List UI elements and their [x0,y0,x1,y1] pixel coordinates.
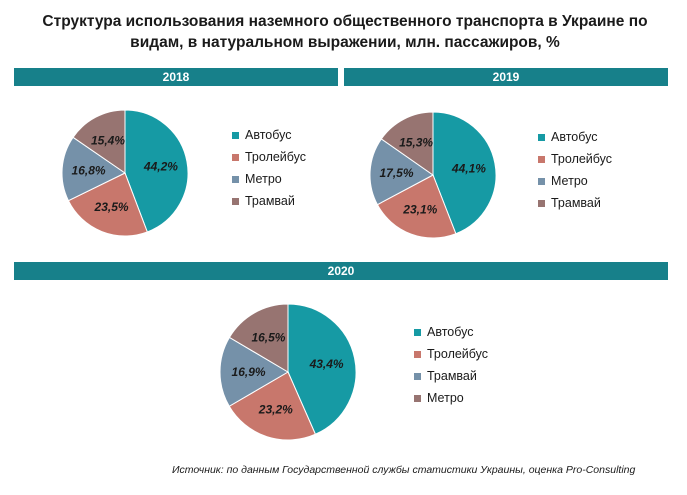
pie-data-label-2019-2: 23,1% [402,202,437,216]
pie-chart-2019: 44,1% 23,1% 17,5% 15,3% [369,111,497,239]
legend-item-2020-4: Метро [414,387,488,409]
legend-label: Тролейбус [427,347,489,361]
legend-item-2018-1: Автобус [232,124,306,146]
year-header-2020: 2020 [14,262,668,280]
legend-label: Метро [427,391,464,405]
pie-chart-2018: 44,2% 23,5% 16,8% 15,4% [61,109,189,237]
legend-label: Автобус [551,130,598,144]
legend-swatch [414,329,421,336]
legend-2020: Автобус Тролейбус Трамвай Метро [414,321,488,409]
legend-item-2019-1: Автобус [538,126,612,148]
pie-data-label-2020-1: 43,4% [309,357,344,371]
legend-label: Метро [551,174,588,188]
year-header-2019: 2019 [344,68,668,86]
pie-chart-2020: 43,4% 23,2% 16,9% 16,5% [219,303,357,441]
legend-swatch [414,373,421,380]
legend-label: Трамвай [427,369,477,383]
legend-label: Тролейбус [245,150,307,164]
pie-data-label-2018-4: 15,4% [91,134,125,148]
chart-title: Структура использования наземного общест… [42,13,648,51]
pie-slice-2020-2 [228,371,317,441]
pie-slice-2018-2 [67,172,148,237]
year-header-2018: 2018 [14,68,338,86]
legend-label: Автобус [245,128,292,142]
legend-swatch [232,198,239,205]
legend-swatch [538,200,545,207]
pie-data-label-2019-1: 44,1% [451,161,486,175]
pie-slice-2019-3 [369,138,434,206]
pie-slice-2020-4 [228,303,289,373]
legend-item-2019-4: Трамвай [538,192,612,214]
legend-swatch [232,132,239,139]
source-note: Источник: по данным Государственной служ… [172,464,636,476]
pie-data-label-2020-3: 16,9% [232,365,266,379]
legend-label: Метро [245,172,282,186]
pie-slice-2018-4 [72,109,126,174]
pie-data-label-2018-1: 44,2% [143,159,178,173]
pie-slice-2019-4 [380,111,434,176]
legend-swatch [538,156,545,163]
pie-slice-2019-2 [376,174,457,239]
pie-data-label-2020-4: 16,5% [251,331,285,345]
pie-slice-2020-1 [287,303,357,435]
pie-slice-2019-1 [432,111,497,235]
legend-swatch [414,395,421,402]
legend-item-2018-3: Метро [232,168,306,190]
legend-label: Автобус [427,325,474,339]
pie-data-label-2018-2: 23,5% [94,200,129,214]
legend-item-2020-3: Трамвай [414,365,488,387]
pie-data-label-2019-3: 17,5% [380,166,414,180]
legend-swatch [538,178,545,185]
legend-swatch [538,134,545,141]
legend-item-2020-2: Тролейбус [414,343,488,365]
legend-label: Тролейбус [551,152,613,166]
pie-slice-2018-1 [124,109,189,233]
legend-swatch [232,176,239,183]
legend-item-2018-2: Тролейбус [232,146,306,168]
legend-item-2019-2: Тролейбус [538,148,612,170]
pie-data-label-2018-3: 16,8% [72,163,106,177]
legend-2018: Автобус Тролейбус Метро Трамвай [232,124,306,212]
pie-slice-2018-3 [61,136,126,202]
legend-2019: Автобус Тролейбус Метро Трамвай [538,126,612,214]
legend-item-2020-1: Автобус [414,321,488,343]
pie-slice-2020-3 [219,336,289,407]
legend-label: Трамвай [551,196,601,210]
legend-item-2019-3: Метро [538,170,612,192]
legend-swatch [232,154,239,161]
legend-item-2018-4: Трамвай [232,190,306,212]
legend-swatch [414,351,421,358]
pie-data-label-2020-2: 23,2% [258,403,293,417]
pie-data-label-2019-4: 15,3% [399,136,433,150]
legend-label: Трамвай [245,194,295,208]
